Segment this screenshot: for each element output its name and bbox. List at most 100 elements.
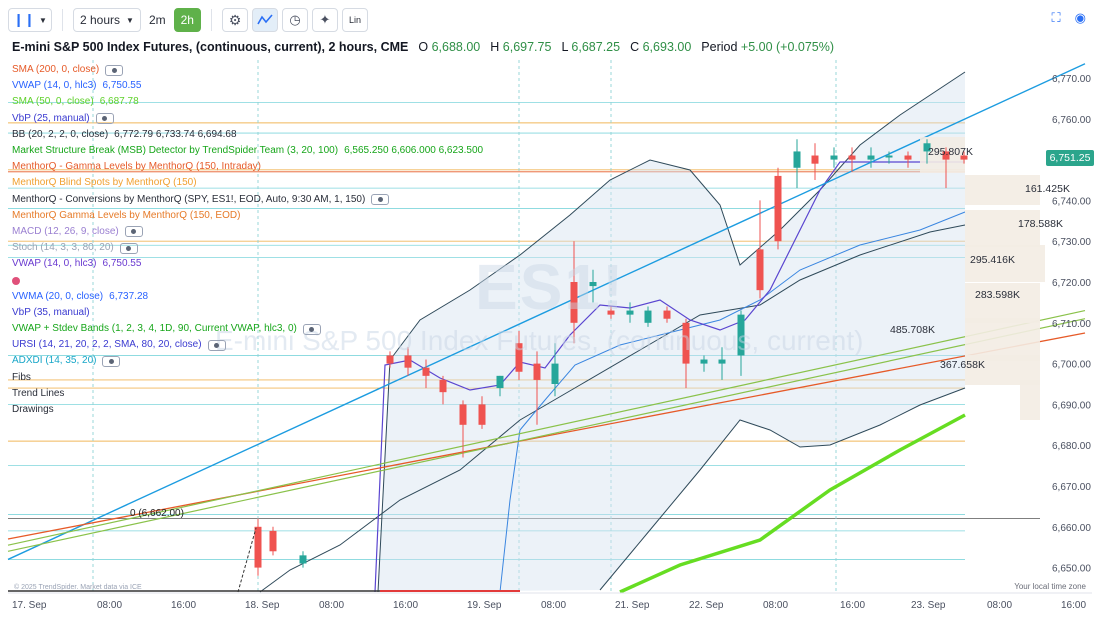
clock-button[interactable]: ◷ [281,8,308,32]
volume-profile-label: 283.598K [975,289,1020,301]
legend-row[interactable]: SMA (200, 0, close) [12,62,483,78]
chevron-down-icon: ▼ [126,15,134,25]
legend-row[interactable]: BB (20, 2, 2, 0, close) 6,772.79 6,733.74… [12,127,483,143]
gear-icon: ⚙ [228,11,242,28]
quick-interval-2h[interactable]: 2h [173,8,201,32]
time-axis-tick: 17. Sep [12,600,47,611]
local-time-zone-label: Your local time zone [1014,582,1086,591]
volume-profile-block [965,318,1040,361]
legend-row[interactable]: Stoch (14, 3, 3, 80, 20) [12,240,483,256]
time-axis-tick: 08:00 [541,600,566,611]
legend-row[interactable]: Fibs [12,370,483,386]
period-value: +5.00 (+0.075%) [740,40,835,54]
symbol-watermark-subtitle: E-mini S&P 500 Index Futures, (continuou… [215,325,864,356]
eye-icon[interactable] [302,323,321,335]
volume-profile-block [965,283,1040,323]
legend-row[interactable]: MenthorQ Gamma Levels by MenthorQ (150, … [12,208,483,224]
candle-body [299,555,307,564]
legend-row[interactable]: VWMA (20, 0, close) 6,737.28 [12,289,483,305]
legend-row[interactable]: Drawings [12,402,483,418]
candle-body [793,151,801,168]
high-label: H [490,40,500,54]
candle-body [496,375,504,389]
candle-body [718,359,726,364]
scale-lin-button[interactable]: Lin [341,8,368,32]
candle-body [774,175,782,242]
legend-row[interactable]: URSI (14, 21, 20, 2, 2, SMA, 80, 20, clo… [12,337,483,353]
candle-body [478,404,486,425]
legend-indicator-name: Drawings [12,403,54,415]
legend-row[interactable]: VbP (25, manual) [12,111,483,127]
legend-row[interactable]: Market Structure Break (MSB) Detector by… [12,143,483,159]
legend-row[interactable]: MenthorQ - Gamma Levels by MenthorQ (150… [12,159,483,175]
fullscreen-icon[interactable]: ⛶ [1051,10,1061,25]
volume-profile-label: 367.658K [940,359,985,371]
settings-button[interactable]: ⚙ [221,8,248,32]
price-axis-tick: 6,710.00 [1052,319,1091,330]
legend-indicator-value: 6,737.28 [109,290,149,302]
legend-row[interactable]: SMA (50, 0, close) 6,687.78 [12,94,483,110]
indicators-button[interactable] [251,8,278,32]
eye-icon[interactable] [371,194,390,206]
interval-select[interactable]: 2 hours ▼ [73,8,141,32]
low-label: L [561,40,568,54]
channel-line [7,318,1086,552]
eye-icon[interactable] [95,113,114,125]
time-axis-tick: 21. Sep [615,600,650,611]
legend-row[interactable]: MenthorQ Blind Spots by MenthorQ (150) [12,175,483,191]
eye-icon[interactable] [119,242,138,254]
candle-body [756,249,764,291]
legend-indicator-name: Stoch (14, 3, 3, 80, 20) [12,242,114,254]
time-axis-tick: 08:00 [987,600,1012,611]
time-axis-tick: 16:00 [393,600,418,611]
legend-indicator-value: 6,750.55 [102,258,142,270]
crosshair-button[interactable]: ✦ [311,8,338,32]
clock-icon: ◷ [289,12,301,27]
candle-body [867,155,875,160]
eye-icon[interactable] [207,339,226,351]
volume-profile-label: 295.416K [970,254,1015,266]
legend-row[interactable] [12,272,483,288]
legend-row[interactable]: VWAP (14, 0, hlc3) 6,750.55 [12,256,483,272]
legend-row[interactable]: VWAP + Stdev Bands (1, 2, 3, 4, 1D, 90, … [12,321,483,337]
eye-icon[interactable] [124,226,143,238]
legend-row[interactable]: MenthorQ - Conversions by MenthorQ (SPY,… [12,192,483,208]
candle-body [589,282,597,287]
legend-row[interactable]: VbP (35, manual) [12,305,483,321]
legend-indicator-name: SMA (50, 0, close) [12,96,94,108]
symbol-title: E-mini S&P 500 Index Futures, (continuou… [12,40,409,54]
candle-body [960,155,968,160]
eye-icon[interactable] [105,64,124,76]
candle-body [533,363,541,380]
interval-label: 2 hours [80,13,121,27]
eye-icon[interactable] [102,355,121,367]
current-price-tag: 6,751.25 [1046,150,1094,166]
chevron-down-icon: ▼ [38,15,47,25]
camera-icon[interactable]: ◉ [1074,10,1086,25]
candle-body [459,404,467,425]
time-axis-tick: 08:00 [763,600,788,611]
volume-profile-block [1020,380,1040,420]
price-chart[interactable]: 6,770.006,760.006,750.006,740.006,730.00… [0,56,1100,621]
bollinger-basis [259,224,966,593]
volume-profile-label: 178.588K [1018,218,1063,230]
candle-body [254,526,262,568]
price-axis-tick: 6,670.00 [1052,482,1091,493]
legend-row[interactable]: Trend Lines [12,386,483,402]
candle-body [439,379,447,393]
high-value: 6,697.75 [502,40,552,54]
chart-type-button[interactable]: ❙❙ ▼ [8,8,52,32]
chart-toolbar: ❙❙ ▼ 2 hours ▼ 2m 2h ⚙ ◷ ✦ Lin ⛶ ◉ [0,0,1100,40]
legend-row[interactable]: VWAP (14, 0, hlc3) 6,750.55 [12,78,483,94]
connector-line [237,527,257,593]
candle-body [386,355,394,364]
legend-row[interactable]: ADXDI (14, 35, 20) [12,353,483,369]
legend-indicator-name: VbP (35, manual) [12,306,90,318]
crosshair-icon: ✦ [319,12,331,27]
legend-row[interactable]: MACD (12, 26, 9, close) [12,224,483,240]
level-annotation-label: 0 (6,662.00) [130,508,184,519]
candle-body [923,143,931,152]
volume-profile-label: 485.708K [890,324,935,336]
price-axis-tick: 6,720.00 [1052,278,1091,289]
quick-interval-2m[interactable]: 2m [148,13,166,27]
